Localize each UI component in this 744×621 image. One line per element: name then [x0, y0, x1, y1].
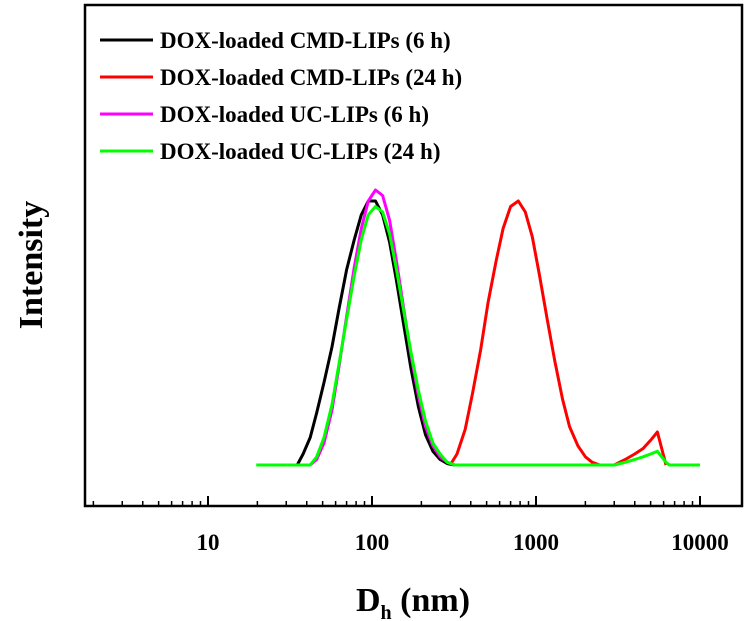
x-axis-title: Dh (nm) — [356, 582, 470, 621]
legend: DOX-loaded CMD-LIPs (6 h) DOX-loaded CMD-… — [100, 28, 462, 164]
legend-label: DOX-loaded CMD-LIPs (24 h) — [160, 65, 462, 90]
legend-label: DOX-loaded UC-LIPs (6 h) — [160, 102, 429, 127]
x-tick-label: 10 — [197, 530, 220, 555]
x-axis-title-symbol: D — [356, 582, 381, 619]
x-axis-title-unit: (nm) — [400, 582, 470, 619]
plot-frame — [83, 3, 744, 508]
x-tick-label: 10000 — [671, 530, 729, 555]
series-lines — [256, 188, 700, 467]
series-line-2 — [448, 199, 668, 467]
x-tick-label: 1000 — [513, 530, 559, 555]
legend-label: DOX-loaded CMD-LIPs (6 h) — [160, 28, 451, 53]
x-axis-title-spacer — [392, 582, 401, 619]
x-tick-label: 100 — [355, 530, 390, 555]
x-minor-ticks — [92, 501, 694, 506]
legend-label: DOX-loaded UC-LIPs (24 h) — [160, 139, 440, 164]
series-line-1 — [295, 199, 456, 467]
x-tick-labels: 10 100 1000 10000 — [197, 530, 729, 555]
series-line-4 — [286, 205, 700, 467]
x-axis-title-subscript: h — [381, 602, 392, 621]
x-major-ticks — [207, 496, 701, 506]
y-axis-title: Intensity — [13, 201, 50, 329]
